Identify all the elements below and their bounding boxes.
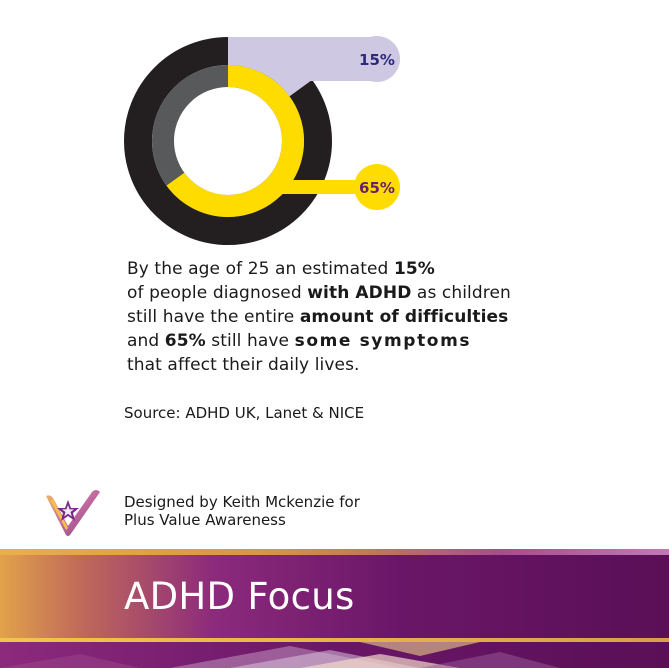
- statement-line-3: still have the entire amount of difficul…: [127, 307, 509, 327]
- statement-line-2: of people diagnosed with ADHD as childre…: [127, 283, 511, 303]
- banner-chevron-pattern: [0, 642, 669, 668]
- banner-bottom-stripe: [0, 638, 669, 642]
- slice-15-percent: [228, 37, 313, 97]
- label-badge-65-percent: [354, 164, 400, 210]
- label-15-percent: 15%: [359, 51, 395, 69]
- slice-65-percent: [166, 65, 304, 218]
- donut-chart: 15% 65%: [124, 36, 400, 245]
- footer-banner: ADHD Focus: [0, 549, 669, 668]
- banner-top-stripe: [0, 549, 669, 555]
- statement-line-1: By the age of 25 an estimated 15%: [127, 259, 435, 279]
- credit-line-2: Plus Value Awareness: [124, 511, 286, 529]
- statistic-statement: By the age of 25 an estimated 15% of peo…: [127, 257, 567, 377]
- label-badge-15-percent: [354, 36, 400, 82]
- connector-15-percent: [228, 37, 377, 81]
- label-65-percent: 65%: [359, 179, 395, 197]
- credit-line-1: Designed by Keith Mckenzie for: [124, 493, 360, 511]
- statement-line-5: that affect their daily lives.: [127, 355, 360, 375]
- connector-65-percent: [276, 180, 377, 194]
- banner-title: ADHD Focus: [124, 575, 355, 618]
- designer-credit: Designed by Keith Mckenzie for Plus Valu…: [124, 493, 360, 529]
- plus-value-logo-icon: [46, 490, 100, 536]
- source-citation: Source: ADHD UK, Lanet & NICE: [124, 404, 365, 422]
- statement-line-4: and 65% still have some symptoms: [127, 331, 472, 351]
- banner-main: ADHD Focus: [0, 555, 669, 638]
